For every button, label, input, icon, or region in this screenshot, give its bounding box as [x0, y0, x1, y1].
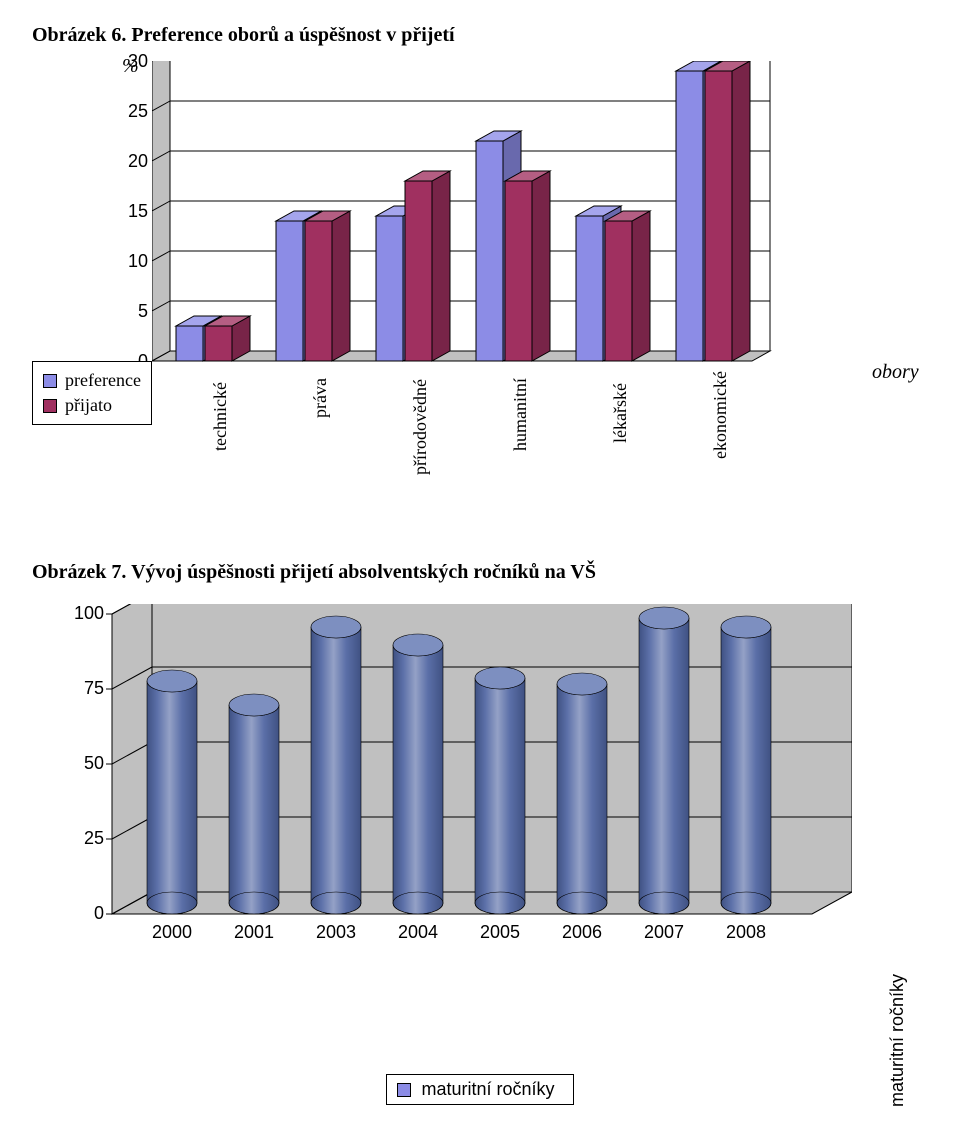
chart2-x-tick-label: 2005 — [480, 922, 520, 943]
chart2-x-tick-label: 2001 — [234, 922, 274, 943]
chart1-legend-row: přijato — [43, 393, 141, 418]
chart1-plot — [152, 61, 852, 401]
chart2-legend-swatch — [397, 1083, 411, 1097]
chart1-obory-label: obory — [872, 361, 919, 384]
chart2-x-tick-label: 2000 — [152, 922, 192, 943]
chart2-y-tick-label: 50 — [64, 753, 104, 774]
chart2-right-axis-label: maturitní ročníky — [887, 974, 908, 1107]
chart1-category-label: technické — [210, 382, 231, 451]
chart2: 0 25 50 75 100 2000 2001 2003 2004 2005 2006 2007 2… — [32, 604, 928, 1044]
chart1-y-tick-label: 20 — [122, 151, 148, 172]
chart1-legend: preference přijato — [32, 361, 152, 425]
legend-label: preference — [65, 370, 141, 391]
chart1-category-label: ekonomické — [710, 371, 731, 459]
chart1-y-tick-label: 25 — [122, 101, 148, 122]
chart1-y-tick-label: 10 — [122, 251, 148, 272]
chart2-y-tick-label: 25 — [64, 828, 104, 849]
chart1-legend-row: preference — [43, 368, 141, 393]
chart2-title: Obrázek 7. Vývoj úspěšnosti přijetí abso… — [32, 561, 928, 584]
chart2-y-tick-label: 75 — [64, 678, 104, 699]
chart2-plot — [52, 604, 852, 964]
chart1-y-tick-label: 30 — [122, 51, 148, 72]
chart1-category-label: humanitní — [510, 378, 531, 451]
chart1-title: Obrázek 6. Preference oborů a úspěšnost … — [32, 24, 928, 47]
chart1-category-label: práva — [310, 378, 331, 418]
chart1-y-tick-label: 15 — [122, 201, 148, 222]
chart1-y-tick-label: 5 — [122, 301, 148, 322]
chart2-y-tick-label: 100 — [64, 603, 104, 624]
chart2-x-tick-label: 2003 — [316, 922, 356, 943]
chart1: % 051015202530 technicképrávapřírodovědn… — [32, 61, 928, 471]
chart1-category-label: lékařské — [610, 383, 631, 443]
legend-label: přijato — [65, 395, 112, 416]
chart1-category-label: přírodovědné — [410, 379, 431, 475]
chart2-x-tick-label: 2004 — [398, 922, 438, 943]
chart2-x-tick-label: 2006 — [562, 922, 602, 943]
chart2-y-tick-label: 0 — [64, 903, 104, 924]
chart2-legend: maturitní ročníky — [386, 1074, 573, 1105]
legend-swatch — [43, 399, 57, 413]
legend-swatch — [43, 374, 57, 388]
chart2-x-tick-label: 2008 — [726, 922, 766, 943]
chart2-legend-label: maturitní ročníky — [421, 1079, 554, 1100]
chart2-x-tick-label: 2007 — [644, 922, 684, 943]
